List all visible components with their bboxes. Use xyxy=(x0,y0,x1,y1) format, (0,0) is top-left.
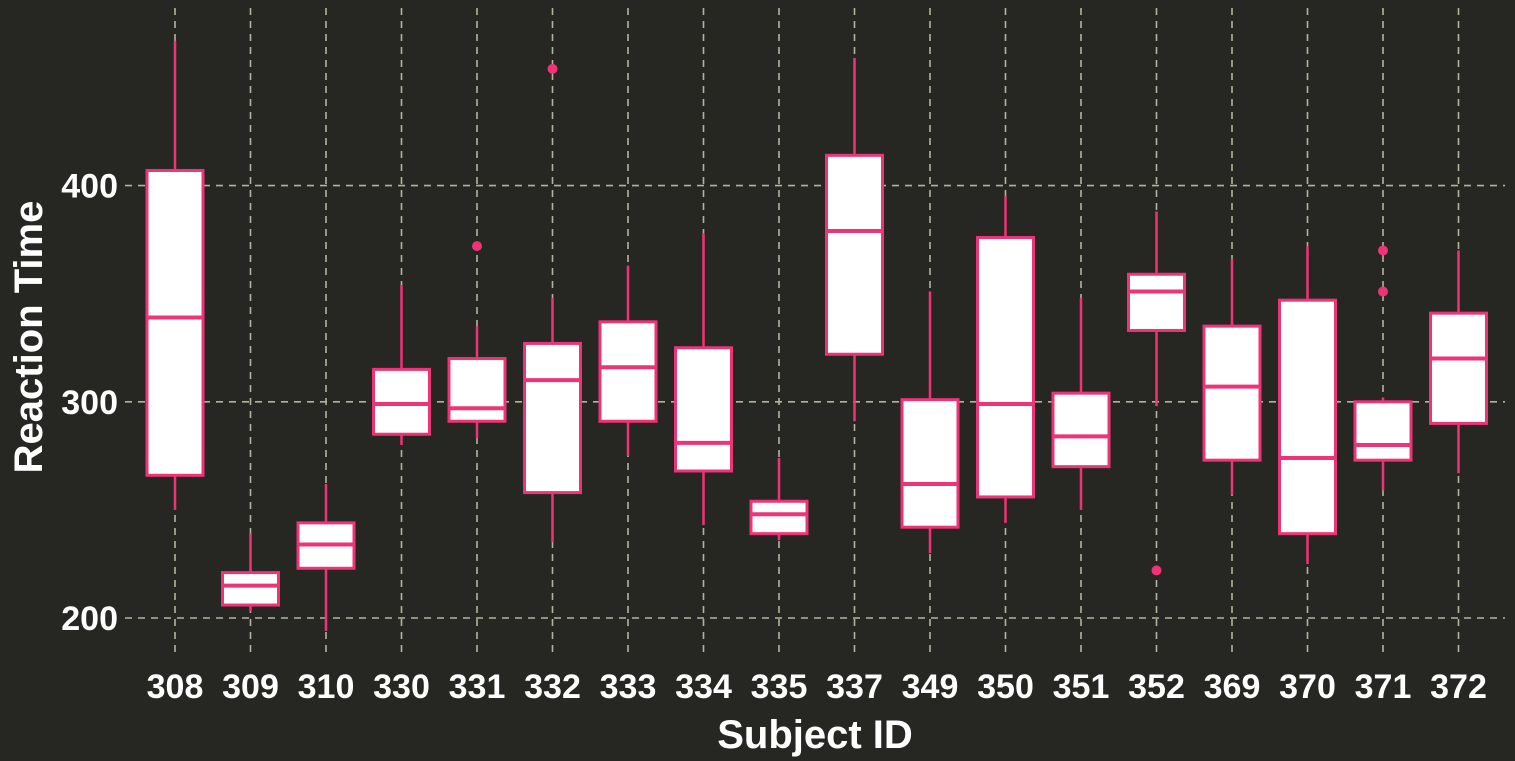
x-tick-label-351: 351 xyxy=(1053,668,1110,706)
y-tick-label-200: 200 xyxy=(61,600,118,638)
x-tick-label-370: 370 xyxy=(1279,668,1336,706)
box-body-335 xyxy=(749,499,809,536)
box-350 xyxy=(976,196,1035,523)
box-body-350 xyxy=(976,235,1035,499)
x-tick-label-349: 349 xyxy=(902,668,959,706)
y-tick-label-400: 400 xyxy=(61,168,118,206)
x-axis-title: Subject ID xyxy=(717,713,913,757)
box-body-349 xyxy=(900,398,960,529)
box-310 xyxy=(296,483,356,631)
x-tick-label-352: 352 xyxy=(1128,668,1185,706)
outlier-352-0 xyxy=(1151,565,1162,576)
box-body-351 xyxy=(1051,391,1111,469)
x-tick-label-337: 337 xyxy=(826,668,883,706)
outlier-371-1 xyxy=(1378,245,1388,256)
x-tick-label-310: 310 xyxy=(298,668,355,706)
outlier-331-0 xyxy=(472,241,482,252)
x-tick-label-308: 308 xyxy=(147,668,204,706)
box-372 xyxy=(1429,250,1488,474)
outlier-371-0 xyxy=(1378,286,1388,297)
box-body-337 xyxy=(825,153,884,356)
x-tick-label-332: 332 xyxy=(524,668,581,706)
x-tick-label-333: 333 xyxy=(600,668,657,706)
x-tick-label-334: 334 xyxy=(675,668,732,706)
box-333 xyxy=(598,265,658,456)
box-body-330 xyxy=(372,367,431,436)
x-tick-label-372: 372 xyxy=(1430,668,1487,706)
box-334 xyxy=(674,233,733,526)
y-axis-title: Reaction Time xyxy=(7,201,51,474)
box-body-308 xyxy=(145,168,205,477)
box-371 xyxy=(1353,245,1413,491)
box-331 xyxy=(447,241,507,439)
y-axis-ticks: 200 300 400 xyxy=(61,168,118,638)
outlier-332-0 xyxy=(547,63,558,74)
x-tick-label-331: 331 xyxy=(449,668,506,706)
box-335 xyxy=(749,458,809,541)
box-308 xyxy=(145,40,205,510)
x-tick-label-369: 369 xyxy=(1204,668,1261,706)
y-tick-label-300: 300 xyxy=(61,384,118,422)
box-349 xyxy=(900,291,960,554)
box-body-334 xyxy=(674,346,733,473)
box-332 xyxy=(523,63,582,543)
box-body-331 xyxy=(447,357,507,423)
box-body-309 xyxy=(221,571,280,607)
box-369 xyxy=(1202,259,1262,495)
x-tick-label-350: 350 xyxy=(977,668,1034,706)
x-tick-label-309: 309 xyxy=(222,668,279,706)
box-body-370 xyxy=(1278,298,1337,536)
box-body-352 xyxy=(1127,272,1186,332)
box-370 xyxy=(1278,246,1337,564)
box-body-372 xyxy=(1429,311,1488,425)
box-body-333 xyxy=(598,320,658,423)
x-tick-label-371: 371 xyxy=(1355,668,1412,706)
box-body-369 xyxy=(1202,324,1262,462)
box-body-371 xyxy=(1353,400,1413,462)
box-309 xyxy=(221,533,280,612)
x-axis-ticks: 308 309 310 330 331 332 333 334 335 337 349 350 351 3… xyxy=(147,668,1487,706)
x-tick-label-335: 335 xyxy=(751,668,808,706)
x-tick-label-330: 330 xyxy=(373,668,430,706)
box-330 xyxy=(372,285,431,446)
boxes xyxy=(145,40,1488,631)
box-337 xyxy=(825,58,884,422)
box-body-332 xyxy=(523,341,582,495)
box-352 xyxy=(1127,211,1186,576)
box-351 xyxy=(1051,298,1111,510)
